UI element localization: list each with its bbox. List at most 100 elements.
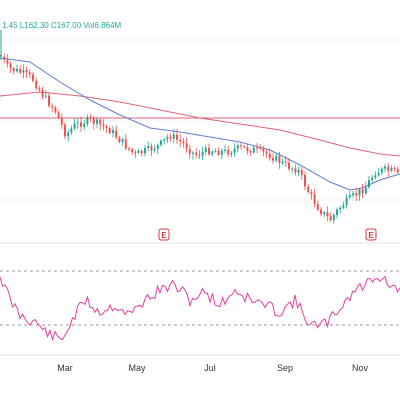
candle-body [96,119,98,124]
candle-body [355,193,358,196]
candle-body [57,112,60,118]
candle-body [201,152,204,156]
candle-body [131,148,134,153]
candle-body [243,146,246,148]
candle-body [374,175,377,178]
candle-body [60,117,63,125]
candle-body [230,152,233,155]
candle-body [332,214,335,221]
candle-body [121,139,124,143]
candle-body [115,130,118,138]
candle-body [224,149,226,151]
candle-body [316,203,319,210]
candle-body [307,186,310,193]
candle-body [278,155,281,164]
candle-body [387,166,390,171]
earnings-marker[interactable]: E [365,228,377,241]
candle-body [380,168,383,173]
x-tick-label: May [128,363,146,373]
candle-body [211,151,214,155]
x-tick-label: Sep [277,363,293,373]
candle-body [291,168,294,170]
candle-body [153,148,156,151]
candle-body [51,105,54,108]
candle-body [396,169,399,173]
candle-body [252,147,255,153]
candle-body [195,152,198,156]
candle-body [108,128,111,134]
candle-body [384,166,386,169]
candle-body [214,150,217,152]
candle-body [339,207,342,210]
candle-body [48,95,50,106]
candle-body [64,124,66,137]
candle-body [137,150,140,153]
candle-body [336,209,338,215]
candle-body [313,194,316,204]
candle-body [204,147,207,153]
candle-body [361,189,364,194]
candle-body [54,107,57,113]
candle-body [67,132,70,137]
candle-body [92,118,95,124]
candle-body [83,123,86,127]
candle-body [182,141,185,144]
candle-body [86,117,89,124]
candle-body [192,152,194,154]
earnings-marker[interactable]: E [158,228,170,241]
candle-body [390,167,393,171]
candle-body [249,150,252,153]
candle-body [73,123,76,129]
candle-body [70,128,73,133]
candle-body [272,158,274,161]
candle-body [304,174,306,187]
candle-body [166,137,169,140]
candle-body [300,169,303,175]
candle-body [310,192,313,195]
earnings-marker-box [365,228,377,241]
candle-body [128,148,130,150]
candle-body [38,88,41,90]
candle-body [124,139,127,149]
candle-body [371,177,374,181]
candle-body [172,134,175,139]
candle-body [134,152,137,154]
candle-body [22,70,25,73]
candle-body [329,216,332,221]
candle-body [76,122,79,124]
candle-body [44,95,47,97]
candle-body [99,119,102,125]
earnings-marker-label: E [161,231,167,240]
candle-body [348,195,351,198]
earnings-marker-label: E [368,231,374,240]
candle-body [198,155,201,157]
candle-body [105,126,108,129]
candle-body [19,68,22,73]
candle-body [297,169,300,173]
candles [0,30,399,224]
candle-body [3,56,6,60]
candle-body [342,205,345,208]
candle-body [326,212,329,217]
candle-body [275,155,278,161]
candle-body [288,162,290,169]
candle-body [281,161,284,164]
candle-body [262,147,265,152]
ohlc-readout: 1.45 L162.30 C167.00 Vol6.864M [2,21,122,30]
candle-body [32,74,34,81]
candle-body [233,148,236,153]
candle-body [345,197,348,206]
candle-body [156,144,159,149]
candle-body [240,145,242,147]
price-grid [0,39,400,201]
candle-body [41,89,44,97]
x-tick-label: Mar [57,363,73,373]
candle-body [352,193,354,196]
candle-body [185,143,188,149]
candle-body [377,172,380,176]
candle-body [220,150,223,155]
candle-body [323,212,326,215]
candle-body [358,189,361,196]
candle-body [268,153,271,159]
candle-body [144,148,146,154]
